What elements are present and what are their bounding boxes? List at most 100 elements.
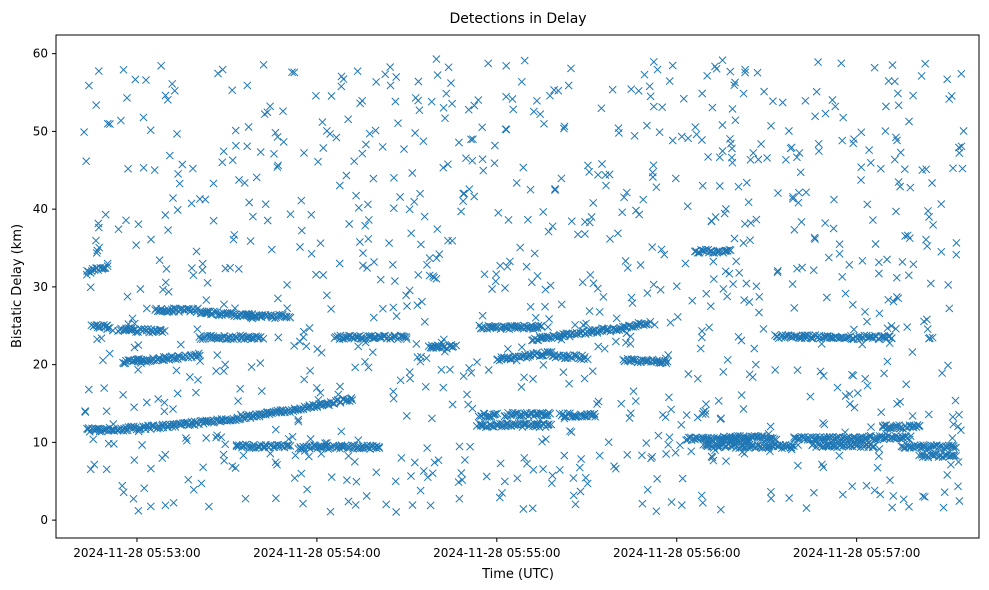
data-point — [888, 61, 897, 70]
data-point — [217, 433, 226, 442]
data-point — [599, 292, 608, 301]
data-point — [159, 285, 167, 294]
data-point — [548, 222, 557, 231]
data-point — [389, 173, 398, 182]
data-point — [802, 504, 811, 513]
data-point — [274, 161, 283, 170]
data-point — [465, 364, 474, 372]
data-point — [768, 97, 777, 106]
data-point — [386, 63, 395, 72]
data-point — [626, 409, 635, 418]
data-point — [331, 332, 340, 341]
data-point — [484, 366, 493, 374]
data-point — [787, 443, 796, 452]
data-point — [400, 145, 408, 154]
data-point — [905, 117, 913, 126]
data-point — [589, 198, 598, 207]
data-point — [712, 64, 721, 73]
data-point — [173, 206, 182, 214]
data-point — [628, 355, 637, 364]
data-point — [754, 155, 763, 164]
data-point — [639, 195, 648, 204]
data-point — [903, 323, 912, 332]
data-point — [821, 109, 830, 118]
data-point — [410, 458, 419, 467]
data-point — [370, 258, 378, 266]
data-point — [693, 413, 702, 422]
data-point — [410, 197, 419, 206]
data-point — [633, 357, 642, 366]
data-point — [114, 225, 123, 234]
data-point — [812, 432, 821, 441]
data-point — [634, 86, 643, 95]
y-tick-label: 0 — [40, 513, 48, 527]
data-point — [464, 400, 473, 409]
data-point — [234, 264, 243, 273]
data-point — [181, 434, 190, 443]
data-point — [405, 286, 414, 295]
data-point — [734, 182, 743, 191]
data-point — [314, 395, 323, 404]
data-point — [894, 101, 903, 110]
data-point — [326, 129, 335, 138]
data-point — [417, 352, 426, 361]
data-point — [137, 359, 145, 367]
data-point — [348, 396, 357, 405]
data-point — [231, 304, 239, 313]
data-point — [781, 155, 790, 164]
data-point — [593, 400, 601, 409]
data-point — [537, 334, 546, 343]
data-point — [863, 381, 872, 390]
data-point — [835, 249, 844, 258]
data-point — [559, 124, 568, 133]
data-point — [389, 387, 398, 396]
data-point — [787, 445, 796, 454]
data-point — [412, 339, 421, 348]
data-point — [388, 260, 397, 269]
data-point — [95, 243, 104, 252]
data-point — [529, 375, 537, 383]
data-point — [714, 396, 723, 405]
data-point — [739, 405, 748, 413]
data-point — [937, 200, 946, 209]
data-point — [414, 96, 423, 105]
data-point — [557, 300, 566, 309]
data-point — [565, 379, 574, 388]
data-point — [786, 144, 795, 153]
data-point — [488, 285, 497, 293]
data-point — [124, 164, 133, 173]
data-point — [90, 460, 99, 469]
data-point — [647, 454, 656, 463]
data-point — [213, 431, 222, 440]
data-point — [318, 118, 327, 127]
data-point — [635, 210, 644, 219]
data-point — [134, 427, 143, 436]
data-point — [402, 291, 411, 300]
data-point — [187, 264, 196, 273]
data-point — [468, 135, 477, 144]
data-point — [134, 220, 143, 229]
data-point — [522, 459, 531, 468]
data-point — [709, 275, 718, 284]
data-point — [824, 253, 833, 262]
data-point — [555, 465, 564, 474]
data-point — [171, 355, 180, 364]
data-point — [668, 136, 677, 145]
data-point — [512, 178, 521, 187]
data-point — [841, 428, 850, 437]
data-point — [235, 176, 243, 184]
data-point — [550, 86, 559, 94]
data-point — [697, 136, 706, 144]
data-point — [139, 113, 148, 122]
data-point — [327, 304, 336, 313]
data-point — [496, 459, 505, 468]
data-point — [245, 198, 254, 207]
data-point — [693, 374, 702, 383]
data-point — [746, 155, 755, 164]
data-point — [99, 356, 107, 365]
data-point — [439, 163, 448, 172]
data-point — [316, 239, 325, 248]
data-point — [947, 91, 956, 100]
data-point — [888, 503, 897, 512]
data-point — [832, 433, 841, 442]
